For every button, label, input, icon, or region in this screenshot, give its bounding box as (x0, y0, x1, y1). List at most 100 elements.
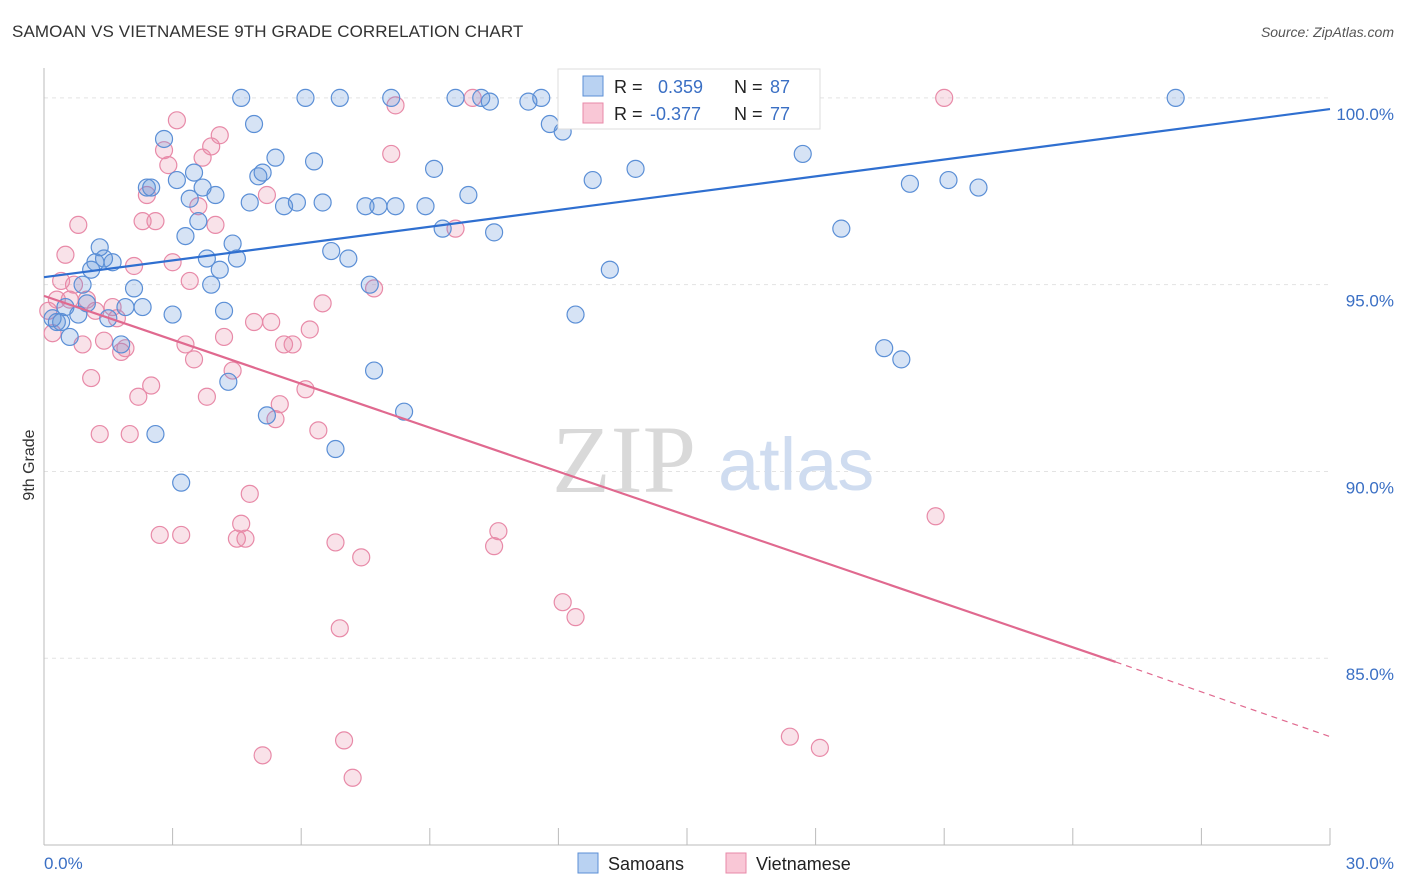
samoan-point (296, 88, 315, 107)
samoan-point (369, 197, 388, 216)
samoan-point (566, 305, 585, 324)
y-tick-label: 85.0% (1346, 665, 1394, 684)
samoan-point (583, 170, 602, 190)
samoan-point (133, 297, 152, 317)
samoan-point (112, 335, 131, 354)
samoan-point (77, 294, 96, 313)
samoan-point (480, 92, 499, 111)
samoan-point (1166, 88, 1185, 107)
samoans-trend-line (43, 108, 1331, 279)
vietnamese-trend-extension (1115, 661, 1331, 738)
axes (43, 68, 1331, 846)
samoan-point (146, 424, 165, 444)
samoan-point (626, 159, 645, 178)
samoan-point (394, 402, 414, 421)
vietnamese-point (330, 619, 349, 638)
y-axis-label: 9th Grade (21, 429, 38, 500)
samoan-point (532, 88, 551, 107)
vietnamese-point (120, 424, 139, 444)
samoan-point (485, 223, 504, 242)
samoan-point (137, 178, 156, 197)
vietnamese-point (172, 525, 191, 545)
trend-lines (43, 108, 1331, 738)
bottom-legend-swatch-samoans (577, 852, 599, 874)
samoan-point (206, 185, 225, 205)
chart-title: SAMOAN VS VIETNAMESE 9TH GRADE CORRELATI… (12, 22, 524, 41)
vietnamese-point (566, 608, 585, 627)
samoan-point (382, 88, 401, 107)
samoan-point (600, 260, 619, 279)
samoan-point (969, 178, 988, 197)
samoan-point (172, 473, 191, 492)
legend-n-label-2: N = (734, 104, 763, 124)
bottom-legend-vietnamese: Vietnamese (756, 854, 851, 874)
vietnamese-point (300, 320, 319, 339)
vietnamese-point (159, 156, 178, 175)
legend-n-value-1: 87 (770, 77, 790, 97)
samoan-point (356, 197, 375, 216)
vietnamese-point (94, 331, 114, 350)
vietnamese-point (167, 111, 186, 130)
legend-box: R = 0.359 N = 87 R = -0.377 N = 77 (557, 68, 821, 130)
samoan-point (793, 144, 812, 164)
samoan-point (446, 88, 465, 107)
samoan-point (60, 327, 79, 347)
watermark-zip: ZIP (552, 406, 696, 513)
samoan-point (304, 152, 324, 171)
samoan-point (339, 249, 358, 268)
vietnamese-point (926, 507, 945, 526)
watermark: ZIP atlas (552, 406, 874, 513)
legend-r-label-2: R = (614, 104, 643, 124)
vietnamese-point (382, 144, 401, 164)
vietnamese-point (270, 395, 289, 414)
samoan-point (232, 88, 251, 107)
vietnamese-point (129, 387, 148, 406)
legend-r-value-1: 0.359 (658, 77, 703, 97)
y-tick-labels: 100.0% 95.0% 90.0% 85.0% (1336, 105, 1394, 684)
samoan-point (424, 159, 444, 178)
legend-r-label-1: R = (614, 77, 643, 97)
legend-swatch-vietnamese (582, 102, 604, 124)
samoan-point (154, 129, 174, 149)
vietnamese-point (82, 368, 101, 388)
vietnamese-point (236, 529, 255, 548)
samoan-point (219, 372, 238, 391)
vietnamese-point (253, 746, 272, 765)
vietnamese-point (206, 215, 225, 234)
vietnamese-point (352, 548, 371, 567)
samoan-point (124, 279, 144, 298)
watermark-atlas: atlas (718, 423, 874, 506)
samoan-point (386, 197, 405, 216)
samoan-point (103, 253, 122, 272)
vietnamese-point (780, 727, 799, 746)
samoan-point (73, 275, 92, 294)
samoan-point (184, 163, 204, 182)
samoan-point (52, 312, 71, 332)
vietnamese-point (343, 768, 362, 787)
vietnamese-point (810, 738, 829, 757)
vietnamese-point (133, 212, 152, 231)
samoan-point (832, 219, 851, 238)
samoan-point (202, 275, 221, 294)
vietnamese-point (240, 484, 259, 503)
vietnamese-point (257, 185, 277, 205)
samoan-point (330, 88, 349, 107)
samoan-point (459, 185, 478, 205)
legend-n-label-1: N = (734, 77, 763, 97)
vietnamese-point (142, 376, 161, 395)
samoan-point (322, 241, 341, 261)
vietnamese-point (283, 335, 302, 354)
vietnamese-point (146, 212, 165, 231)
samoan-point (210, 260, 229, 279)
vietnamese-point (69, 215, 88, 234)
samoan-point (939, 170, 958, 190)
vietnamese-point (489, 522, 508, 541)
samoan-point (875, 339, 894, 358)
vietnamese-point (334, 731, 354, 750)
vietnamese-point (184, 350, 204, 369)
vietnamese-point (214, 327, 234, 347)
samoan-point (189, 212, 208, 231)
vietnamese-point (223, 361, 242, 380)
samoan-point (900, 174, 920, 193)
